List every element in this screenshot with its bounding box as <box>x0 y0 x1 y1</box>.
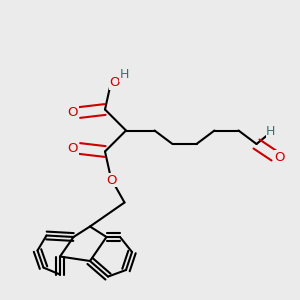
Text: O: O <box>106 173 116 187</box>
Text: O: O <box>110 76 120 89</box>
Text: H: H <box>266 124 276 138</box>
Text: H: H <box>120 68 129 82</box>
Text: O: O <box>275 151 285 164</box>
Text: O: O <box>68 142 78 155</box>
Text: O: O <box>68 106 78 119</box>
